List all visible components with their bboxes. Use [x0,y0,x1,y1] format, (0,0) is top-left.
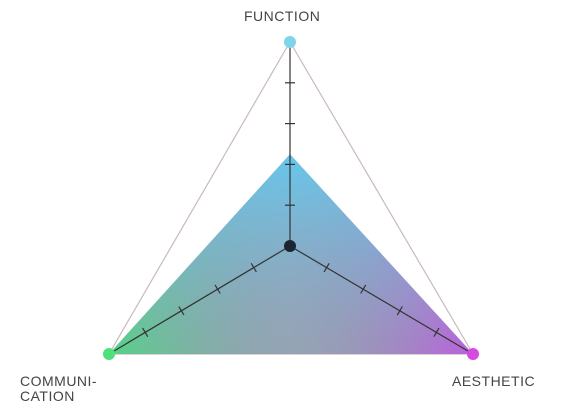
aesthetic-tick-2 [360,284,367,294]
communication-tick-3 [178,306,185,316]
aesthetic-axis-ticks [323,262,440,338]
aesthetic-vertex-dot [467,348,479,360]
center-dot [284,240,296,252]
value-area [109,154,473,354]
aesthetic-axis-line [289,245,474,355]
communication-axis-line [108,245,291,355]
function-vertex-dot [284,36,296,48]
communication-tick-1 [250,262,257,273]
aesthetic-tick-3 [396,306,403,316]
communication-axis-ticks [142,262,257,338]
communication-vertex-dot [103,348,115,360]
communication-tick-4 [142,327,149,338]
function-label: FUNCTION [244,8,321,24]
aesthetic-tick-4 [433,327,440,338]
communication-tick-2 [214,284,221,294]
aesthetic-label: AESTHETIC [452,373,536,389]
communication-label: COMMUNI- CATION [20,374,97,404]
function-axis-ticks [285,82,295,206]
communication-label-line-2: CATION [20,388,75,404]
aesthetic-tick-1 [323,262,330,273]
communication-label-line-1: COMMUNI- [20,373,98,389]
value-area-vertical-gradient [109,154,473,354]
